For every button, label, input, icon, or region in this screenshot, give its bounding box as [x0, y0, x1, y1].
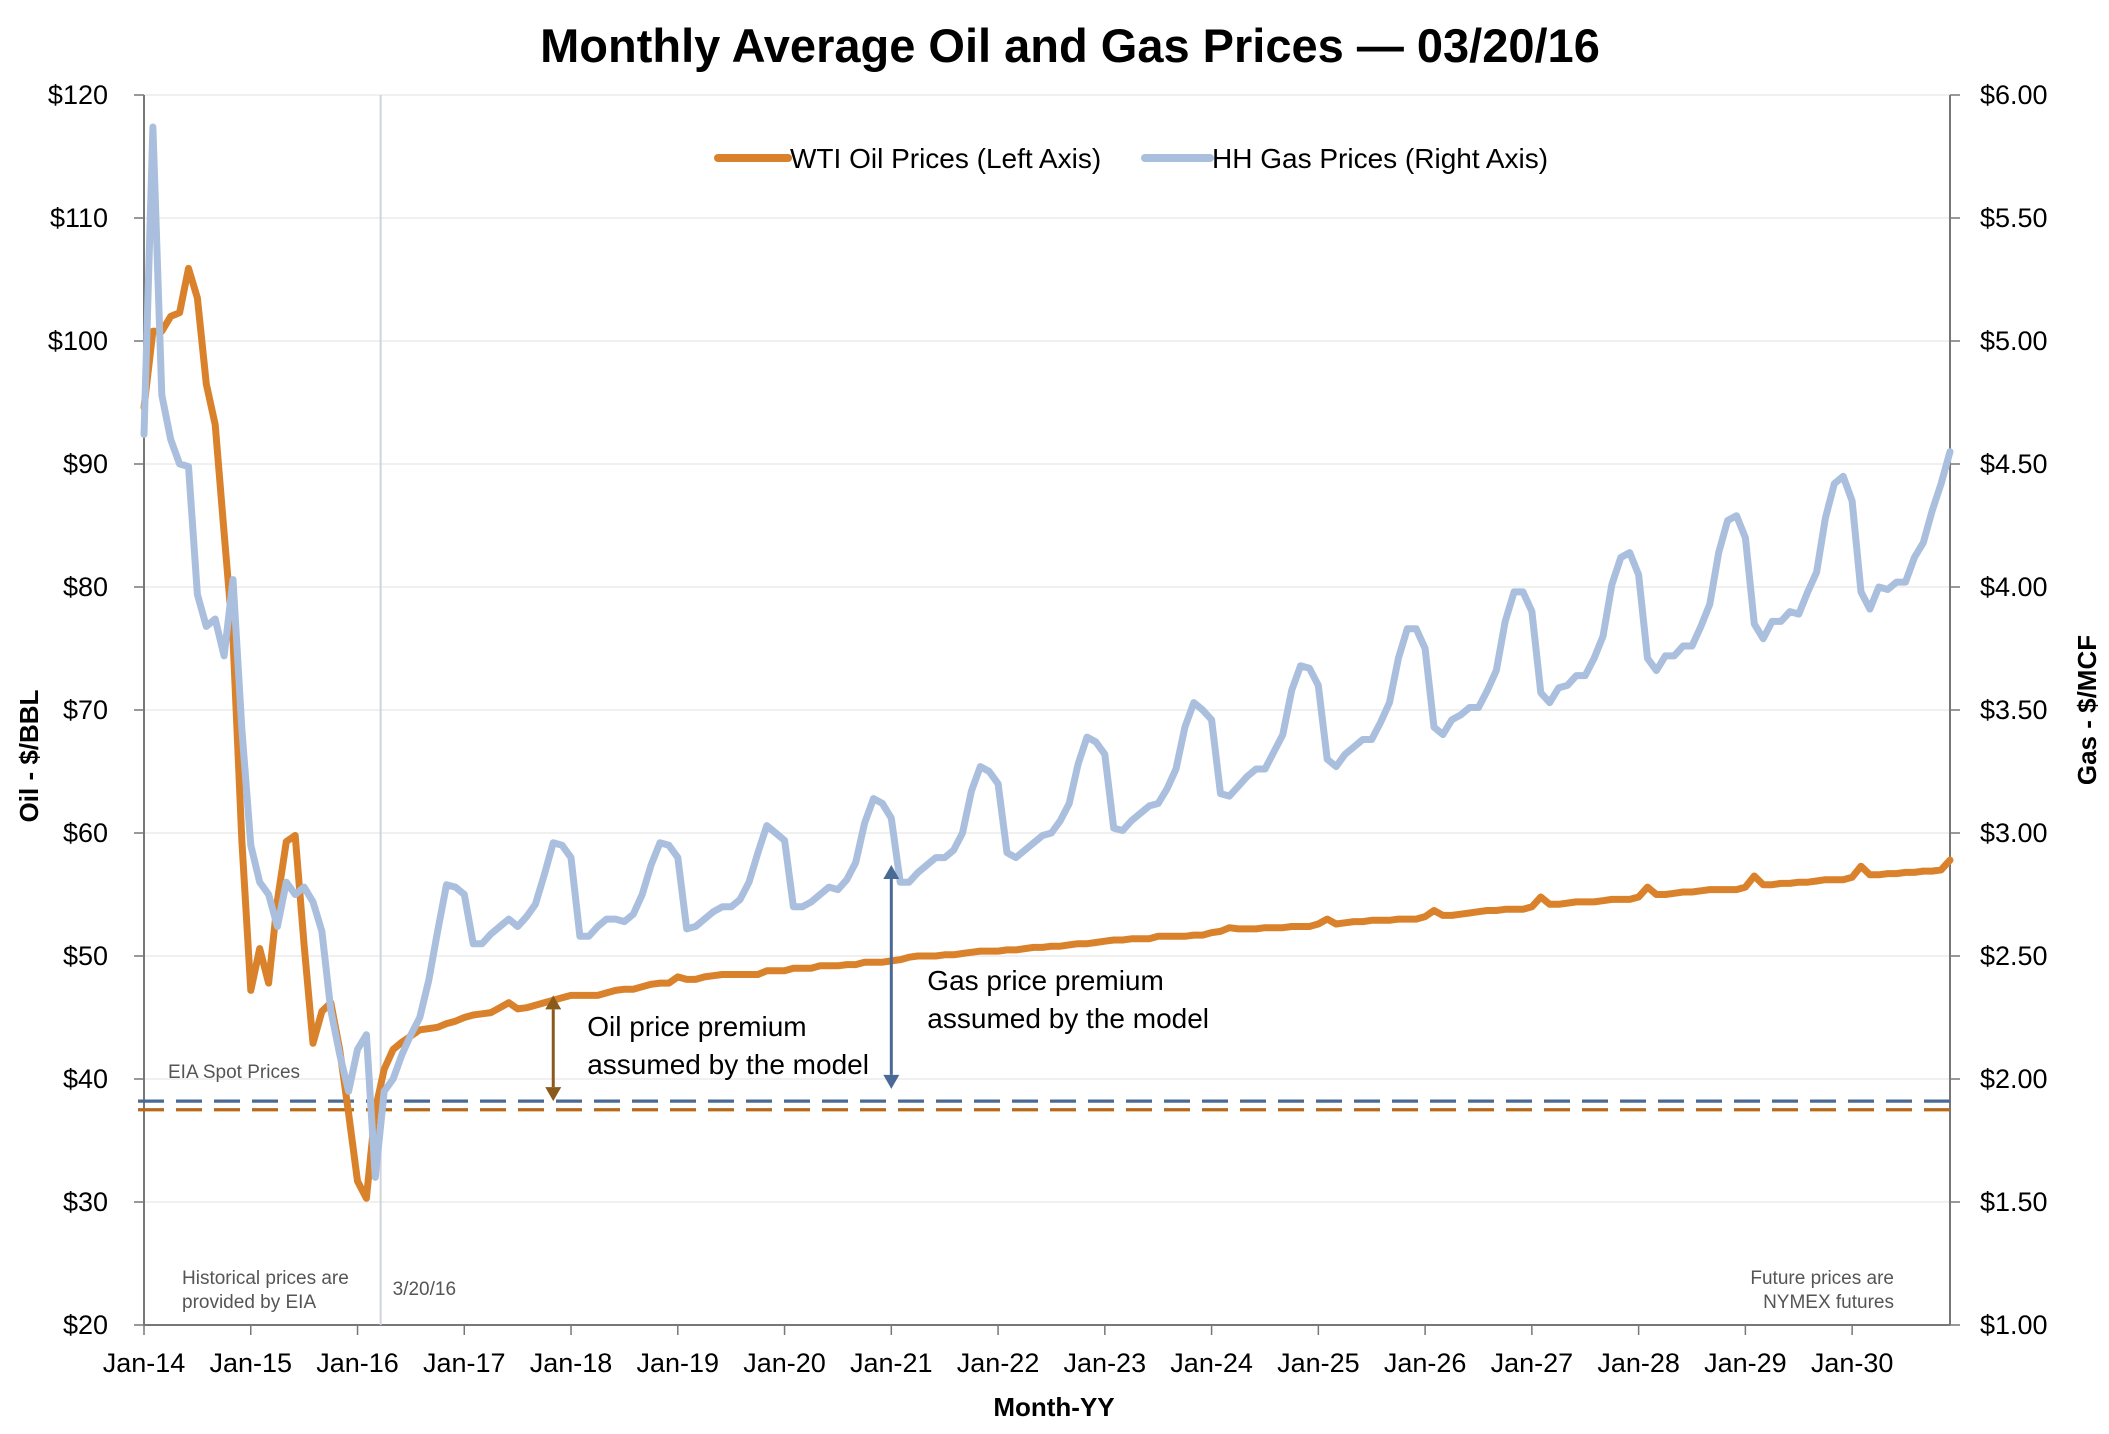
split-date-label: 3/20/16 — [393, 1279, 456, 1300]
eia-spot-prices-label: EIA Spot Prices — [168, 1062, 300, 1083]
y-left-tick-label: $90 — [63, 449, 108, 479]
gas-premium-arrow-head-down — [883, 1074, 900, 1089]
x-tick-label: Jan-22 — [957, 1348, 1040, 1378]
x-tick-label: Jan-27 — [1491, 1348, 1574, 1378]
y-right-tick-label: $2.00 — [1980, 1064, 2048, 1094]
y-left-tick-label: $110 — [50, 203, 108, 233]
x-tick-label: Jan-15 — [209, 1348, 292, 1378]
gas-price-series-line — [140, 123, 1954, 1181]
y-left-tick-label: $70 — [63, 695, 108, 725]
series-lines — [140, 123, 1954, 1202]
legend-label: WTI Oil Prices (Left Axis) — [790, 143, 1101, 174]
oil-premium-arrow-head-up — [545, 995, 562, 1010]
axes: $20 $1.00 $30 $1.50 $40 $2.00 $50 $2.50 $60 $3.00… — [48, 80, 2048, 1378]
x-tick-label: Jan-17 — [423, 1348, 506, 1378]
y-left-tick-label: $120 — [48, 80, 108, 110]
oil-premium-label-line: Oil price premium — [587, 1011, 806, 1042]
y-left-tick-label: $80 — [63, 572, 108, 602]
y-axis-right-title: Gas - $/MCF — [2072, 635, 2102, 785]
x-axis-title: Month-YY — [993, 1392, 1114, 1422]
gridlines — [144, 94, 1950, 1326]
x-tick-label: Jan-24 — [1170, 1348, 1253, 1378]
y-left-tick-label: $100 — [48, 326, 108, 356]
y-axis-left-title: Oil - $/BBL — [14, 689, 44, 822]
historical-note-line: provided by EIA — [182, 1292, 316, 1313]
x-tick-label: Jan-30 — [1811, 1348, 1894, 1378]
gas-premium-label-line: assumed by the model — [927, 1003, 1209, 1034]
x-tick-label: Jan-23 — [1064, 1348, 1147, 1378]
y-right-tick-label: $1.50 — [1980, 1187, 2048, 1217]
y-right-tick-label: $4.50 — [1980, 449, 2048, 479]
x-tick-label: Jan-16 — [316, 1348, 399, 1378]
x-tick-label: Jan-14 — [103, 1348, 186, 1378]
legend: WTI Oil Prices (Left Axis) HH Gas Prices … — [714, 143, 1548, 174]
annotations: 3/20/16 EIA Spot Prices Historical prices … — [168, 864, 1894, 1313]
y-right-tick-label: $3.00 — [1980, 818, 2048, 848]
y-right-tick-label: $5.50 — [1980, 203, 2048, 233]
gas-premium-arrow-head-up — [883, 864, 900, 879]
y-left-tick-label: $60 — [63, 818, 108, 848]
x-tick-label: Jan-28 — [1597, 1348, 1680, 1378]
y-right-tick-label: $3.50 — [1980, 695, 2048, 725]
y-right-tick-label: $1.00 — [1980, 1310, 2048, 1340]
x-tick-label: Jan-25 — [1277, 1348, 1360, 1378]
y-left-tick-label: $30 — [63, 1187, 108, 1217]
y-right-tick-label: $4.00 — [1980, 572, 2048, 602]
oil-premium-arrow-head-down — [545, 1087, 562, 1102]
chart-title: Monthly Average Oil and Gas Prices — 03/… — [540, 19, 1600, 72]
x-tick-label: Jan-29 — [1704, 1348, 1787, 1378]
oil-price-series-line — [140, 264, 1954, 1202]
y-left-tick-label: $40 — [63, 1064, 108, 1094]
y-right-tick-label: $5.00 — [1980, 326, 2048, 356]
future-note-line: Future prices are — [1750, 1268, 1894, 1289]
y-right-tick-label: $6.00 — [1980, 80, 2048, 110]
y-left-tick-label: $50 — [63, 941, 108, 971]
y-right-tick-label: $2.50 — [1980, 941, 2048, 971]
future-note-line: NYMEX futures — [1763, 1292, 1894, 1313]
oil-premium-label-line: assumed by the model — [587, 1049, 869, 1080]
historical-note-line: Historical prices are — [182, 1268, 349, 1289]
legend-label: HH Gas Prices (Right Axis) — [1212, 143, 1548, 174]
y-left-tick-label: $20 — [63, 1310, 108, 1340]
x-tick-label: Jan-21 — [850, 1348, 933, 1378]
x-tick-label: Jan-18 — [530, 1348, 613, 1378]
x-tick-label: Jan-20 — [743, 1348, 826, 1378]
gas-premium-label-line: Gas price premium — [927, 965, 1164, 996]
x-tick-label: Jan-19 — [637, 1348, 720, 1378]
x-tick-label: Jan-26 — [1384, 1348, 1467, 1378]
